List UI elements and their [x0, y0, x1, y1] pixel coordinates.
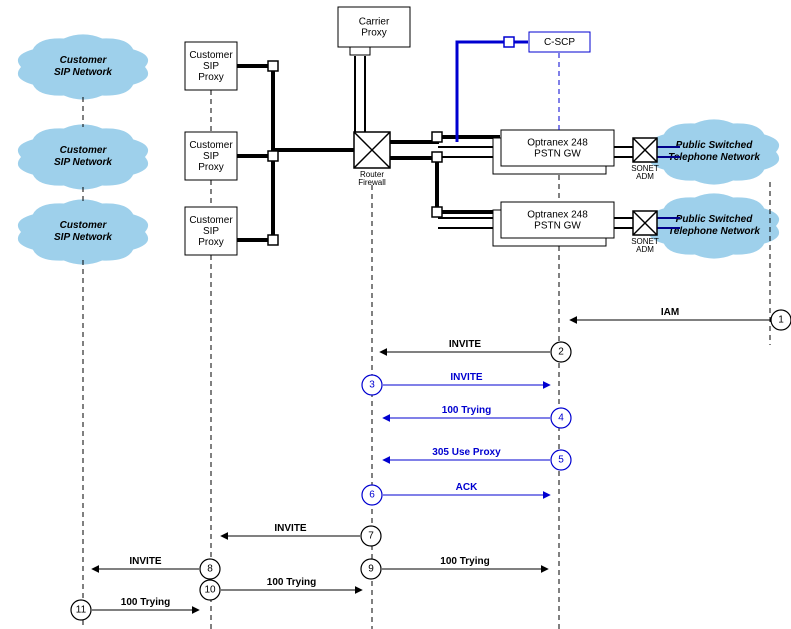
svg-text:100 Trying: 100 Trying [440, 556, 489, 567]
svg-text:Optranex 248: Optranex 248 [527, 210, 588, 221]
svg-text:Proxy: Proxy [198, 72, 224, 83]
svg-text:9: 9 [368, 564, 374, 575]
svg-text:Public Switched: Public Switched [676, 140, 754, 151]
svg-text:4: 4 [558, 413, 564, 424]
svg-text:SIP: SIP [203, 226, 219, 237]
svg-text:7: 7 [368, 531, 374, 542]
svg-text:Customer: Customer [60, 145, 108, 156]
net-link [390, 158, 500, 212]
network-sequence-diagram: CustomerSIP NetworkCustomerSIP NetworkCu… [0, 0, 791, 629]
net-link [390, 137, 500, 142]
svg-text:Optranex 248: Optranex 248 [527, 138, 588, 149]
svg-text:5: 5 [558, 455, 564, 466]
svg-text:8: 8 [207, 564, 213, 575]
svg-text:Proxy: Proxy [198, 162, 224, 173]
svg-text:Customer: Customer [189, 50, 233, 61]
svg-text:SIP: SIP [203, 61, 219, 72]
svg-text:305 Use Proxy: 305 Use Proxy [432, 447, 501, 458]
svg-text:INVITE: INVITE [274, 523, 307, 534]
svg-text:PSTN GW: PSTN GW [534, 149, 581, 160]
svg-text:ACK: ACK [456, 482, 478, 493]
svg-text:Customer: Customer [60, 220, 108, 231]
svg-text:SIP Network: SIP Network [54, 157, 112, 168]
svg-text:ADM: ADM [636, 245, 654, 254]
svg-text:INVITE: INVITE [450, 372, 483, 383]
svg-text:SIP Network: SIP Network [54, 232, 112, 243]
svg-text:100 Trying: 100 Trying [267, 577, 316, 588]
svg-text:Customer: Customer [189, 140, 233, 151]
svg-text:2: 2 [558, 347, 564, 358]
c-scp-link [457, 42, 508, 142]
svg-text:Public Switched: Public Switched [676, 214, 754, 225]
svg-text:Customer: Customer [189, 215, 233, 226]
svg-text:11: 11 [76, 605, 87, 616]
svg-text:6: 6 [369, 490, 375, 501]
svg-text:ADM: ADM [636, 172, 654, 181]
svg-text:100 Trying: 100 Trying [442, 405, 491, 416]
svg-text:SIP: SIP [203, 151, 219, 162]
svg-text:PSTN GW: PSTN GW [534, 221, 581, 232]
svg-text:1: 1 [778, 315, 784, 326]
svg-text:INVITE: INVITE [129, 556, 162, 567]
svg-text:Customer: Customer [60, 55, 108, 66]
svg-text:INVITE: INVITE [449, 339, 482, 350]
svg-text:10: 10 [204, 585, 216, 596]
svg-text:C-SCP: C-SCP [544, 37, 575, 48]
svg-text:Telephone Network: Telephone Network [668, 226, 760, 237]
svg-text:SIP Network: SIP Network [54, 67, 112, 78]
svg-text:Proxy: Proxy [198, 237, 224, 248]
svg-text:Carrier: Carrier [359, 17, 390, 28]
net-link [237, 66, 273, 150]
net-link [237, 150, 354, 240]
svg-text:Telephone Network: Telephone Network [668, 152, 760, 163]
svg-text:IAM: IAM [661, 307, 679, 318]
svg-text:100 Trying: 100 Trying [121, 597, 170, 608]
svg-text:3: 3 [369, 380, 375, 391]
svg-text:Proxy: Proxy [361, 28, 387, 39]
